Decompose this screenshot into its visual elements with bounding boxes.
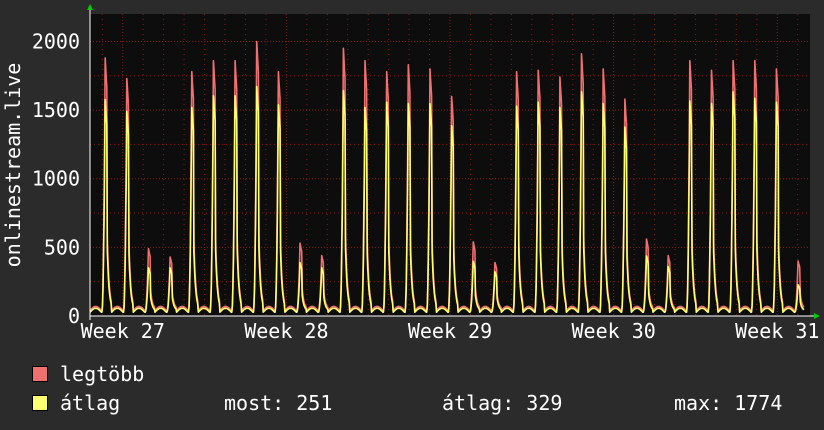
legend-item-max: legtöbb: [32, 362, 812, 391]
x-tick-label: Week 31: [735, 319, 819, 343]
axes: [87, 4, 820, 320]
tick-labels: 0 500 1000 1500 2000 Week 27 Week 28 Week 29 Wee…: [32, 29, 820, 343]
x-tick-label: Week 30: [571, 319, 655, 343]
y-tick-label: 1000: [32, 167, 80, 191]
stat-average: átlag: 329: [442, 391, 563, 415]
grid: [90, 14, 810, 316]
y-tick-label: 2000: [32, 29, 80, 53]
x-tick-label: Week 28: [244, 319, 328, 343]
x-tick-label: Week 27: [81, 319, 165, 343]
y-axis-arrow: [87, 4, 93, 10]
series-line-legtobb: [89, 40, 805, 312]
y-tick-label: 1500: [32, 98, 80, 122]
x-axis-arrow: [814, 313, 820, 319]
legend-label-avg: átlag: [60, 391, 121, 415]
stat-current: most: 251: [224, 391, 333, 415]
series-group: [89, 40, 805, 313]
legend-swatch-max: [32, 366, 48, 382]
y-tick-label: 500: [44, 235, 80, 259]
series-line-atlag: [89, 85, 805, 313]
y-axis-title: onlinestream.live: [1, 63, 25, 268]
legend-label-max: legtöbb: [60, 362, 145, 386]
legend-swatch-avg: [32, 395, 48, 411]
x-tick-label: Week 29: [408, 319, 492, 343]
legend: legtöbb átlag most: 251 átlag: 329 max: …: [32, 362, 812, 420]
legend-item-avg: átlag most: 251 átlag: 329 max: 1774: [32, 391, 812, 420]
y-tick-label: 0: [68, 304, 80, 328]
stat-maximum: max: 1774: [674, 391, 783, 415]
